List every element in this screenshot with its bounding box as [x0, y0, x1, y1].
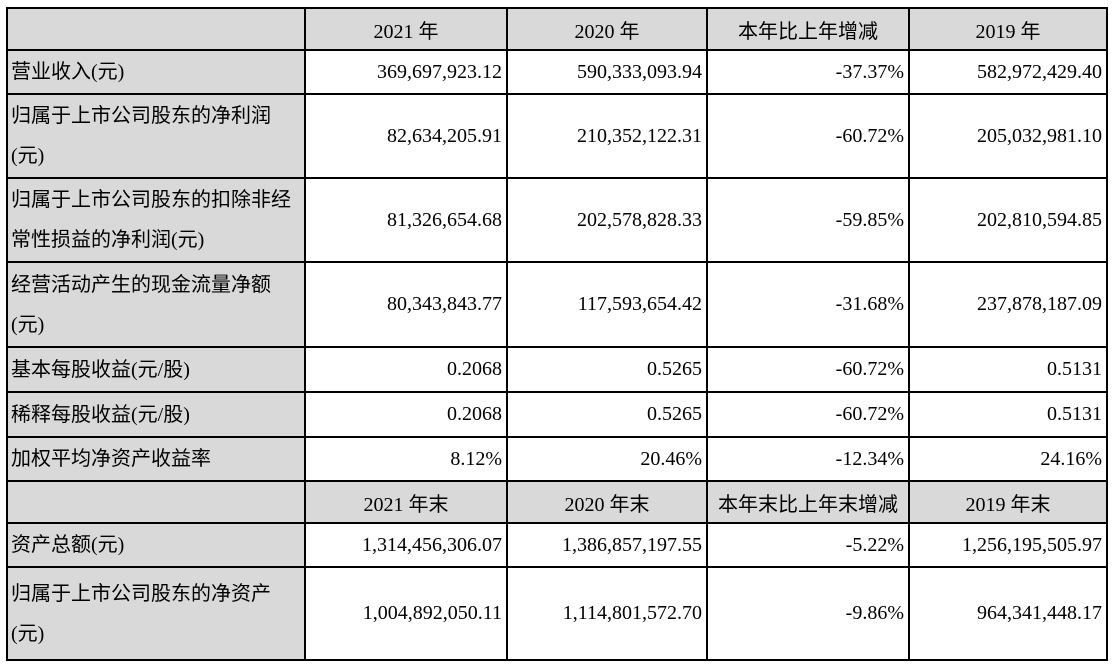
value-cell-2021: 0.2068	[304, 346, 508, 393]
row-label-cell: 加权平均净资产收益率	[6, 436, 306, 482]
value-cell-2019: 1,256,195,505.97	[908, 522, 1108, 568]
change-cell: -9.86%	[706, 566, 910, 661]
row-label-cell: 资产总额(元)	[6, 522, 306, 568]
change-cell: -12.34%	[706, 436, 910, 482]
column-header-2021: 2021 年	[304, 7, 508, 51]
column-header-change: 本年比上年增减	[706, 7, 910, 51]
change-cell: -5.22%	[706, 522, 910, 568]
header-blank-cell	[6, 480, 306, 524]
value-cell-2020: 0.5265	[506, 346, 708, 393]
change-cell: -37.37%	[706, 49, 910, 95]
table-row-revenue: 营业收入(元) 369,697,923.12 590,333,093.94 -3…	[6, 49, 1108, 95]
column-header-change-eoy: 本年末比上年末增减	[706, 480, 910, 524]
header-row-end-of-year: 2021 年末 2020 年末 本年末比上年末增减 2019 年末	[6, 480, 1108, 524]
table-row-operating-cash-flow: 经营活动产生的现金流量净额 (元) 80,343,843.77 117,593,…	[6, 261, 1108, 348]
value-cell-2020: 210,352,122.31	[506, 93, 708, 179]
value-cell-2019: 0.5131	[908, 391, 1108, 438]
value-cell-2019: 582,972,429.40	[908, 49, 1108, 95]
table-row-basic-eps: 基本每股收益(元/股) 0.2068 0.5265 -60.72% 0.5131	[6, 346, 1108, 393]
table-row-net-profit: 归属于上市公司股东的净利润 (元) 82,634,205.91 210,352,…	[6, 93, 1108, 179]
change-cell: -31.68%	[706, 261, 910, 348]
header-blank-cell	[6, 7, 306, 51]
table-row-net-profit-excl-nonrecurring: 归属于上市公司股东的扣除非经 常性损益的净利润(元) 81,326,654.68…	[6, 177, 1108, 263]
table-row-weighted-avg-roe: 加权平均净资产收益率 8.12% 20.46% -12.34% 24.16%	[6, 436, 1108, 482]
value-cell-2020: 1,114,801,572.70	[506, 566, 708, 661]
row-label-cell: 归属于上市公司股东的净资产 (元)	[6, 566, 306, 661]
value-cell-2021: 1,004,892,050.11	[304, 566, 508, 661]
value-cell-2020: 0.5265	[506, 391, 708, 438]
value-cell-2020: 117,593,654.42	[506, 261, 708, 348]
row-label-cell: 稀释每股收益(元/股)	[6, 391, 306, 438]
change-cell: -60.72%	[706, 391, 910, 438]
value-cell-2021: 82,634,205.91	[304, 93, 508, 179]
change-cell: -60.72%	[706, 93, 910, 179]
value-cell-2021: 81,326,654.68	[304, 177, 508, 263]
value-cell-2019: 237,878,187.09	[908, 261, 1108, 348]
table-row-diluted-eps: 稀释每股收益(元/股) 0.2068 0.5265 -60.72% 0.5131	[6, 391, 1108, 438]
row-label-cell: 归属于上市公司股东的扣除非经 常性损益的净利润(元)	[6, 177, 306, 263]
value-cell-2021: 1,314,456,306.07	[304, 522, 508, 568]
change-cell: -60.72%	[706, 346, 910, 393]
value-cell-2019: 24.16%	[908, 436, 1108, 482]
row-label-cell: 归属于上市公司股东的净利润 (元)	[6, 93, 306, 179]
column-header-2020: 2020 年	[506, 7, 708, 51]
value-cell-2020: 590,333,093.94	[506, 49, 708, 95]
column-header-2019-eoy: 2019 年末	[908, 480, 1108, 524]
row-label-cell: 经营活动产生的现金流量净额 (元)	[6, 261, 306, 348]
value-cell-2020: 1,386,857,197.55	[506, 522, 708, 568]
table-row-total-assets: 资产总额(元) 1,314,456,306.07 1,386,857,197.5…	[6, 522, 1108, 568]
value-cell-2019: 202,810,594.85	[908, 177, 1108, 263]
value-cell-2020: 20.46%	[506, 436, 708, 482]
column-header-2019: 2019 年	[908, 7, 1108, 51]
value-cell-2019: 205,032,981.10	[908, 93, 1108, 179]
value-cell-2021: 8.12%	[304, 436, 508, 482]
financial-indicators-table: 2021 年 2020 年 本年比上年增减 2019 年 营业收入(元) 369…	[6, 7, 1108, 661]
value-cell-2021: 80,343,843.77	[304, 261, 508, 348]
row-label-cell: 基本每股收益(元/股)	[6, 346, 306, 393]
value-cell-2021: 369,697,923.12	[304, 49, 508, 95]
value-cell-2021: 0.2068	[304, 391, 508, 438]
header-row-annual: 2021 年 2020 年 本年比上年增减 2019 年	[6, 7, 1108, 51]
table-row-net-assets: 归属于上市公司股东的净资产 (元) 1,004,892,050.11 1,114…	[6, 566, 1108, 661]
column-header-2021-eoy: 2021 年末	[304, 480, 508, 524]
change-cell: -59.85%	[706, 177, 910, 263]
value-cell-2019: 964,341,448.17	[908, 566, 1108, 661]
row-label-cell: 营业收入(元)	[6, 49, 306, 95]
column-header-2020-eoy: 2020 年末	[506, 480, 708, 524]
value-cell-2019: 0.5131	[908, 346, 1108, 393]
value-cell-2020: 202,578,828.33	[506, 177, 708, 263]
